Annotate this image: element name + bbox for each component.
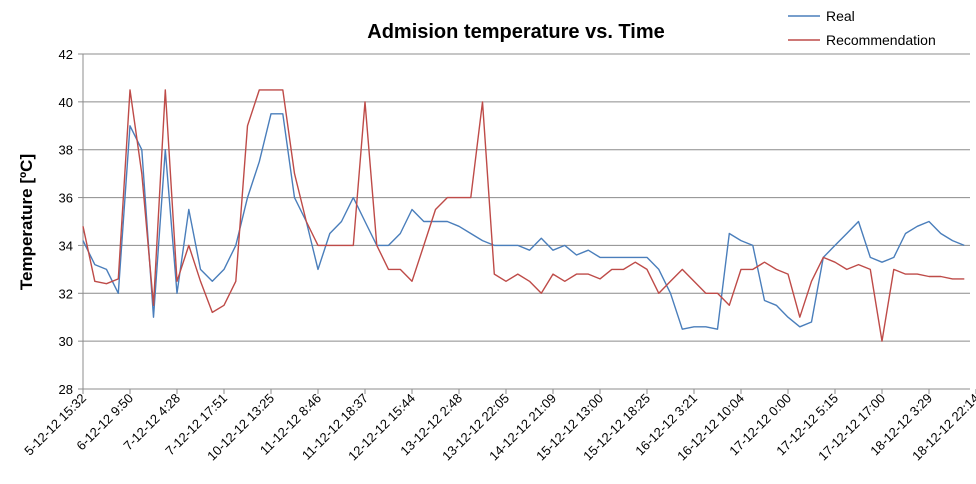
- y-tick-label: 40: [59, 95, 73, 110]
- y-tick-label: 34: [59, 238, 73, 253]
- y-tick-label: 42: [59, 47, 73, 62]
- y-axis-label: Temperature [ºC]: [17, 154, 36, 290]
- y-tick-label: 28: [59, 382, 73, 397]
- line-series: [82, 89, 965, 342]
- y-tick-label: 32: [59, 286, 73, 301]
- chart-title: Admision temperature vs. Time: [367, 21, 665, 43]
- y-tick-label: 30: [59, 334, 73, 349]
- line-series: [82, 113, 965, 330]
- y-tick-label: 36: [59, 191, 73, 206]
- legend-label: Real: [826, 8, 855, 24]
- y-tick-label: 38: [59, 143, 73, 158]
- legend-label: Recommendation: [826, 32, 936, 48]
